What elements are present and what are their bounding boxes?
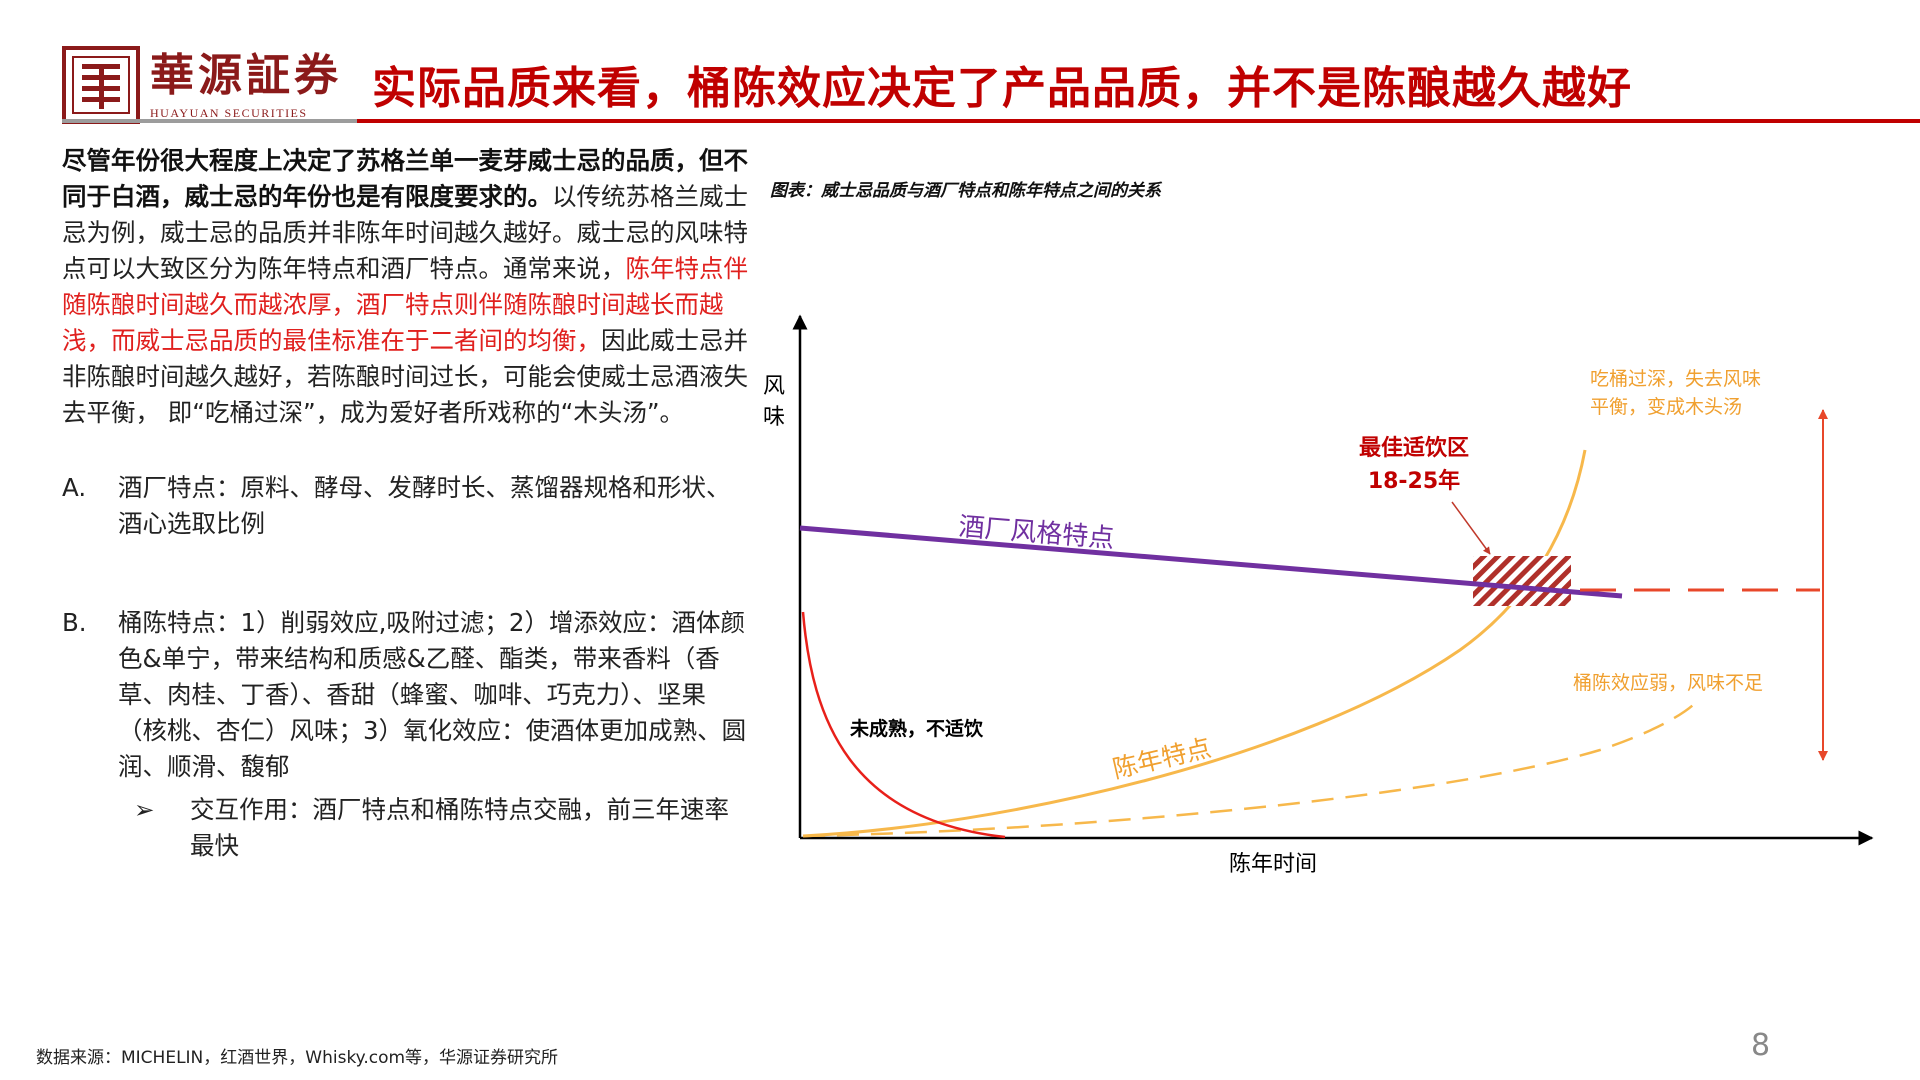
intro-text-1: 以传统苏格兰威士忌为例，威士忌的品质并非陈年时间越久越好。威士忌的风味特点可以大… <box>62 182 748 283</box>
brand-name-en: HUAYUAN SECURITIES <box>150 106 308 120</box>
weak-cask-curve <box>802 699 1699 838</box>
intro-red-highlight: 陈年特点伴随陈酿时间越久而越浓厚，酒厂特点则伴随陈酿时间越长而越浅，而威士忌品质… <box>62 254 748 355</box>
brand: 華源証券 HUAYUAN SECURITIES <box>150 50 342 121</box>
list-item-b-text: 桶陈特点：1）削弱效应,吸附过滤；2）增添效应：酒体颜色&单宁，带来结构和质感&… <box>118 608 747 781</box>
y-axis-label-2: 味 <box>763 405 785 430</box>
chart-title: 图表：威士忌品质与酒厂特点和陈年特点之间的关系 <box>770 181 1161 201</box>
best-zone-label-line1: 最佳适饮区 <box>1359 436 1469 461</box>
page-number: 8 <box>1751 1028 1771 1063</box>
best-zone-pointer <box>1451 501 1491 555</box>
list-marker-a: A. <box>62 473 87 502</box>
source-note: 数据来源：MICHELIN，红酒世界，Whisky.com等，华源证券研究所 <box>36 1048 559 1068</box>
sub-item-text: 交互作用：酒厂特点和桶陈特点交融，前三年速率最快 <box>190 795 729 860</box>
brand-name-cn: 華源証券 <box>150 50 342 101</box>
weak-cask-label: 桶陈效应弱，风味不足 <box>1573 672 1763 694</box>
intro-text-2: 因此威士忌并非陈酿时间越久越好，若陈酿时间过长，可能会使威士忌酒液失去平衡， 即… <box>62 326 748 427</box>
best-zone-hatch <box>1473 556 1571 606</box>
x-axis-label: 陈年时间 <box>1229 852 1317 877</box>
list-marker-b: B. <box>62 608 87 637</box>
immature-label: 未成熟，不适饮 <box>849 717 984 740</box>
y-axis-label-1: 风 <box>763 374 785 399</box>
distillery-label: 酒厂风格特点 <box>957 512 1115 554</box>
sub-item: ➢ 交互作用：酒厂特点和桶陈特点交融，前三年速率最快 <box>62 792 752 864</box>
intro-bold: 尽管年份很大程度上决定了苏格兰单一麦芽威士忌的品质，但不同于白酒，威士忌的年份也… <box>62 146 748 211</box>
page-title: 实际品质来看，桶陈效应决定了产品品质，并不是陈酿越久越好 <box>372 63 1632 114</box>
body-text: 尽管年份很大程度上决定了苏格兰单一麦芽威士忌的品质，但不同于白酒，威士忌的年份也… <box>62 143 752 864</box>
list-item-a: A. 酒厂特点：原料、酵母、发酵时长、蒸馏器规格和形状、酒心选取比例 <box>62 470 752 542</box>
header-divider-red <box>357 119 1920 123</box>
header-divider-grey <box>62 119 357 123</box>
over-oaked-label-line1: 吃桶过深，失去风味 <box>1590 368 1761 390</box>
distillery-line <box>799 525 1623 599</box>
list-item-b: B. 桶陈特点：1）削弱效应,吸附过滤；2）增添效应：酒体颜色&单宁，带来结构和质… <box>62 605 752 785</box>
best-zone-label-line2: 18-25年 <box>1368 468 1460 494</box>
aging-curve <box>802 449 1587 838</box>
arrow-bullet-icon: ➢ <box>134 795 155 824</box>
over-oaked-label-line2: 平衡，变成木头汤 <box>1590 396 1742 418</box>
intro-paragraph: 尽管年份很大程度上决定了苏格兰单一麦芽威士忌的品质，但不同于白酒，威士忌的年份也… <box>62 143 752 431</box>
immature-curve <box>801 611 1006 839</box>
list-item-a-text: 酒厂特点：原料、酵母、发酵时长、蒸馏器规格和形状、酒心选取比例 <box>118 473 731 538</box>
